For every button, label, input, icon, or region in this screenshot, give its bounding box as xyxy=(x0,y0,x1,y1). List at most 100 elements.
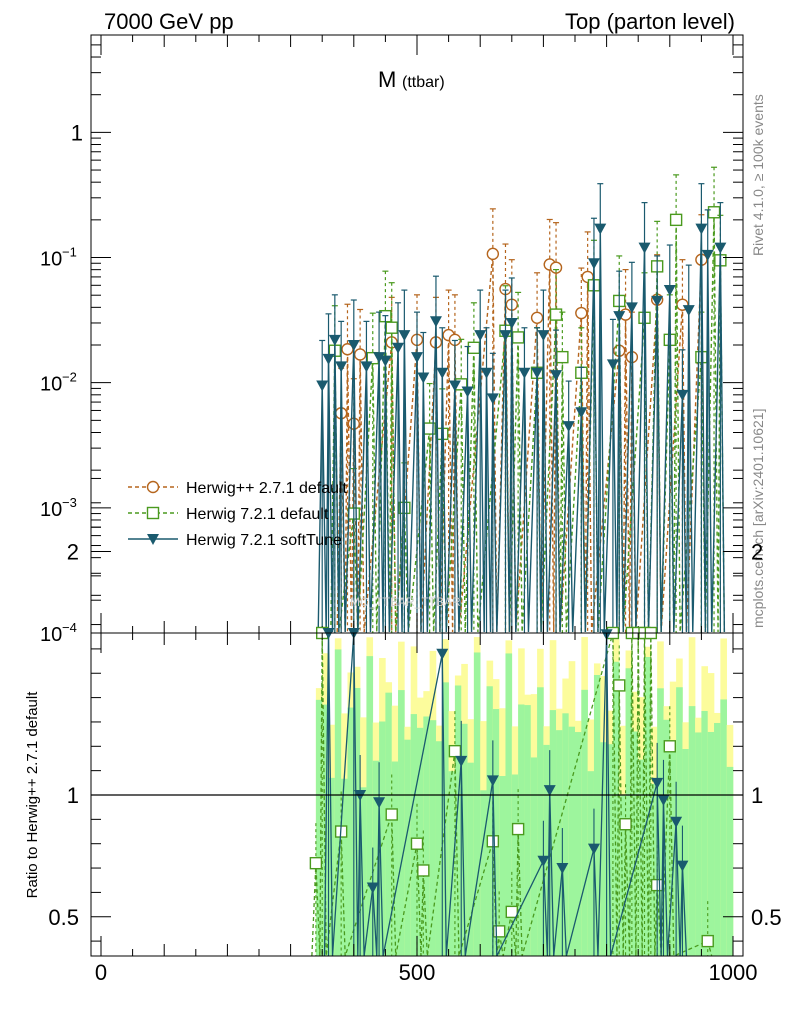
data-point xyxy=(575,407,588,419)
data-point xyxy=(328,334,341,346)
uncertainty-band-green xyxy=(461,723,468,956)
ratio-point xyxy=(309,856,323,870)
ratio-point xyxy=(486,775,499,787)
y-tick-label: 1 xyxy=(71,120,83,145)
uncertainty-band-green xyxy=(657,688,664,956)
uncertainty-band-green xyxy=(524,705,532,956)
data-point xyxy=(486,247,500,261)
uncertainty-band-green xyxy=(562,713,569,956)
data-point xyxy=(505,317,518,329)
ratio-point xyxy=(436,648,449,660)
uncertainty-band-green xyxy=(391,761,399,956)
ratio-bands xyxy=(315,637,734,956)
x-tick-label: 0 xyxy=(95,960,107,985)
uncertainty-band-green xyxy=(663,719,671,956)
ratio-y-tick-label-right: 0.5 xyxy=(751,905,782,930)
uncertainty-band-green xyxy=(530,757,538,956)
data-point xyxy=(549,308,563,321)
uncertainty-band-green xyxy=(701,710,709,956)
legend-label: Herwig++ 2.7.1 default xyxy=(186,480,348,497)
ratio-point xyxy=(455,755,468,767)
uncertainty-band-green xyxy=(568,726,576,956)
data-point xyxy=(499,330,512,342)
data-point xyxy=(353,348,367,361)
uncertainty-band-green xyxy=(315,699,323,956)
data-point xyxy=(550,370,563,382)
uncertainty-band-green xyxy=(600,742,607,956)
data-point xyxy=(663,285,676,297)
uncertainty-band-green xyxy=(587,771,595,956)
data-point xyxy=(537,330,550,342)
main-axes: 110−110−210−310−4 xyxy=(40,35,743,646)
ratio-axes: 0.5 0.5 1 1 2 2 0 500 1000 xyxy=(48,477,782,985)
data-point xyxy=(714,242,727,254)
uncertainty-band-green xyxy=(435,741,443,956)
uncertainty-band-green xyxy=(556,730,563,956)
uncertainty-band-green xyxy=(473,652,481,956)
ratio-point xyxy=(676,860,689,872)
uncertainty-band-green xyxy=(442,682,449,956)
uncertainty-band-green xyxy=(644,656,652,956)
data-point xyxy=(398,330,411,342)
ratio-point xyxy=(511,822,525,836)
uncertainty-band-green xyxy=(688,706,696,956)
main-series-layer xyxy=(316,166,727,633)
data-point xyxy=(316,380,329,392)
uncertainty-band-green xyxy=(467,762,475,956)
ratio-point xyxy=(670,816,683,828)
data-point xyxy=(695,223,708,235)
data-point xyxy=(467,341,481,354)
main-panel: 110−110−210−310−4 M (ttbar) MC_TTBAR_TTB… xyxy=(40,34,744,646)
data-point xyxy=(486,393,499,405)
uncertainty-band-green xyxy=(669,749,677,956)
data-point xyxy=(707,206,721,219)
ratio-y-axis-label: Ratio to Herwig++ 2.7.1 default xyxy=(24,691,41,899)
legend: Herwig++ 2.7.1 default Herwig 7.2.1 defau… xyxy=(128,480,348,549)
y-tick-label-base: 10 xyxy=(40,624,62,646)
legend-label: Herwig 7.2.1 softTune xyxy=(186,532,342,549)
series-softtune xyxy=(316,183,727,633)
uncertainty-band-green xyxy=(334,649,342,956)
data-point xyxy=(322,353,335,365)
uncertainty-band-green xyxy=(486,686,494,956)
ratio-y-tick-label-right: 2 xyxy=(751,540,763,565)
data-point xyxy=(518,367,531,379)
ratio-point xyxy=(505,905,518,919)
data-point xyxy=(448,380,461,392)
legend-marker xyxy=(147,534,159,545)
uncertainty-band-green xyxy=(625,668,633,956)
data-point xyxy=(613,311,626,323)
ratio-point xyxy=(410,837,424,850)
uncertainty-band-green xyxy=(429,720,437,956)
data-point xyxy=(701,249,714,261)
data-point xyxy=(417,372,430,384)
ratio-point xyxy=(492,925,506,938)
ratio-point xyxy=(587,843,600,855)
y-tick-label-exponent: −2 xyxy=(62,370,77,385)
ratio-point xyxy=(537,855,550,867)
ratio-y-tick-label-left: 0.5 xyxy=(48,905,79,930)
uncertainty-band-green xyxy=(549,710,557,956)
data-point xyxy=(461,386,474,398)
data-point xyxy=(549,261,563,274)
ratio-point xyxy=(373,797,386,809)
uncertainty-band-green xyxy=(372,760,380,956)
ratio-point xyxy=(701,934,714,948)
ratio-y-tick-label-right: 1 xyxy=(751,783,763,808)
uncertainty-band-green xyxy=(720,699,727,956)
ratio-point xyxy=(613,679,626,692)
uncertainty-band-green xyxy=(543,744,551,956)
header-right: Top (parton level) xyxy=(565,9,735,34)
uncertainty-band-green xyxy=(353,687,361,956)
x-tick-label: 500 xyxy=(399,960,436,985)
ratio-point xyxy=(543,785,556,797)
x-tick-label: 1000 xyxy=(709,960,758,985)
plot-title-sub: (ttbar) xyxy=(402,74,445,91)
ratio-series-softtune xyxy=(322,628,689,957)
uncertainty-band-green xyxy=(341,778,348,956)
uncertainty-band-green xyxy=(707,731,715,956)
plot-title: M xyxy=(378,67,396,92)
data-point xyxy=(436,367,449,379)
ratio-point xyxy=(366,882,379,894)
uncertainty-band-green xyxy=(511,774,519,956)
